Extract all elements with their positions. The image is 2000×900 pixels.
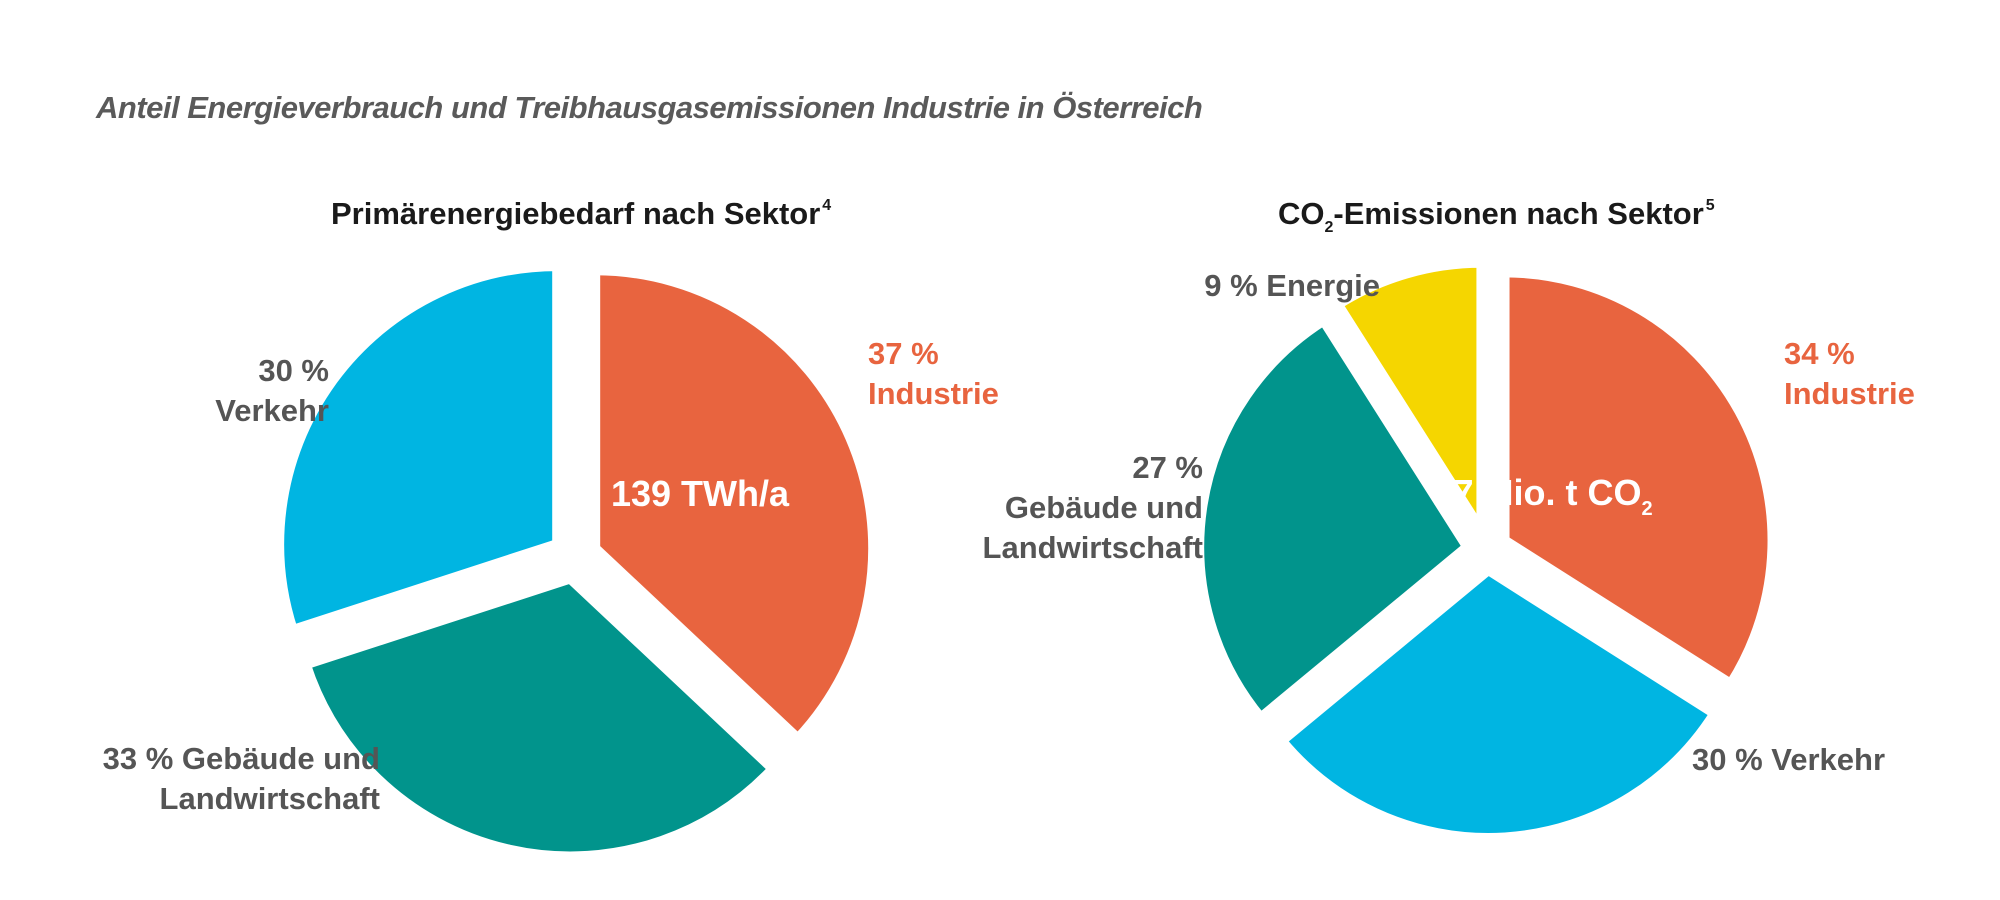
pie-slice-verkehr: [274, 261, 563, 637]
center-value-label: 139 TWh/a: [611, 473, 790, 514]
slice-label-energie: 9 % Energie: [1204, 268, 1380, 303]
slice-label-verkehr: 30 % Verkehr: [1692, 742, 1885, 777]
main-title: Anteil Energieverbrauch und Treibhausgas…: [96, 90, 1203, 125]
slice-label-gebaeude: 27 % Gebäude und Landwirtschaft: [983, 450, 1203, 565]
pie-slice-industrie: [1499, 267, 1778, 691]
footnote-5: 5: [1705, 197, 1715, 214]
pie-slice-gebaeude: [299, 572, 780, 862]
chart-title-primaerenergie-text: Primärenergiebedarf nach Sektor: [331, 196, 821, 231]
chart-title-co2-subscript: 2: [1324, 219, 1334, 236]
footnote-4: 4: [822, 197, 832, 214]
center-value-label: 27 Mio. t CO2: [1433, 472, 1652, 520]
slice-label-gebaeude: 33 % Gebäude und Landwirtschaft: [103, 741, 380, 816]
chart-title-primaerenergie: Primärenergiebedarf nach Sektor 4: [331, 196, 831, 232]
chart-title-co2: CO2-Emissionen nach Sektor 5: [1278, 196, 1715, 237]
slice-label-industrie: 37 % Industrie: [868, 336, 999, 411]
pie-slice-energie: [1330, 257, 1487, 549]
chart-title-co2-suffix: -Emissionen nach Sektor: [1333, 196, 1704, 231]
pie-slice-gebaeude: [1194, 313, 1474, 725]
pie-slice-industrie: [590, 265, 879, 746]
chart-title-co2-prefix: CO: [1278, 196, 1325, 231]
pie-slice-verkehr: [1274, 563, 1722, 843]
slice-label-industrie: 34 % Industrie: [1784, 336, 1915, 411]
slice-label-verkehr: 30 % Verkehr: [215, 353, 329, 428]
